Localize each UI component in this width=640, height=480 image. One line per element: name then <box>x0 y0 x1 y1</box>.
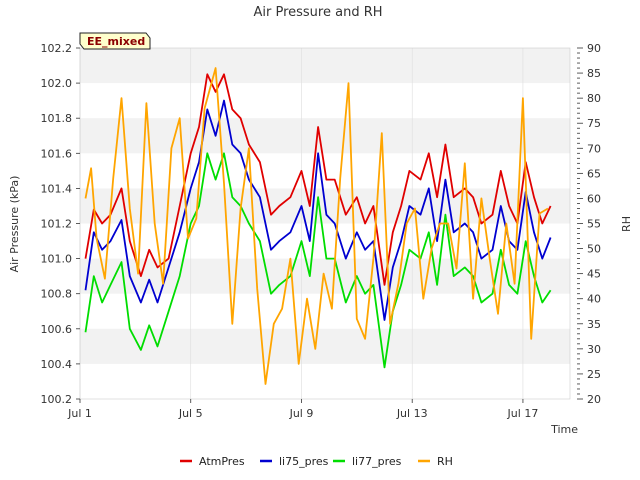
y-tick-label: 100.8 <box>41 288 73 301</box>
y-tick-label: 100.2 <box>41 393 73 406</box>
y2-tick-label: 55 <box>587 218 601 231</box>
y2-tick-label: 35 <box>587 318 601 331</box>
grid-band <box>80 118 570 154</box>
y2-tick-label: 90 <box>587 42 601 55</box>
legend-label: li75_pres <box>279 455 329 468</box>
x-tick-label: Jul 13 <box>396 407 428 420</box>
x-tick-label: Jul 9 <box>289 407 314 420</box>
y-tick-label: 100.6 <box>41 323 73 336</box>
legend-label: AtmPres <box>199 455 245 468</box>
y2-tick-label: 20 <box>587 393 601 406</box>
x-axis: Jul 1 Jul 5 Jul 9 Jul 13 Jul 17 <box>67 399 538 420</box>
y-tick-label: 101.2 <box>41 218 73 231</box>
chart-title: Air Pressure and RH <box>253 5 382 20</box>
y-axis-label: Air Pressure (kPa) <box>8 176 21 273</box>
y-tick-label: 102.2 <box>41 42 73 55</box>
y-tick-label: 100.4 <box>41 358 73 371</box>
y2-tick-label: 80 <box>587 92 601 105</box>
badge-box <box>79 32 151 50</box>
y2-tick-label: 50 <box>587 243 601 256</box>
y-tick-label: 102.0 <box>41 77 73 90</box>
series-line-rh <box>84 67 549 385</box>
y-tick-label: 101.6 <box>41 147 73 160</box>
series-layer <box>84 67 552 385</box>
badge: EE_mixed <box>79 32 151 50</box>
y2-tick-label: 65 <box>587 167 601 180</box>
left-axis: 100.2 100.4 100.6 100.8 101.0 101.2 101.4 101.6… <box>41 42 80 406</box>
y2-axis-label: RH <box>620 216 633 232</box>
x-tick-label: Jul 17 <box>507 407 539 420</box>
y2-tick-label: 60 <box>587 192 601 205</box>
legend-label: li77_pres <box>352 455 402 468</box>
right-axis: 20 25 30 35 40 45 50 55 60 65 70 75 80 85 90 <box>577 42 601 406</box>
y-tick-label: 101.4 <box>41 182 73 195</box>
series-line-atmpres <box>84 73 552 286</box>
y2-tick-label: 85 <box>587 67 601 80</box>
y2-tick-label: 40 <box>587 293 601 306</box>
y2-tick-label: 30 <box>587 343 601 356</box>
y2-tick-label: 70 <box>587 142 601 155</box>
y-tick-label: 101.0 <box>41 253 73 266</box>
legend-label: RH <box>437 455 453 468</box>
y-tick-label: 101.8 <box>41 112 73 125</box>
badge-text: EE_mixed <box>87 35 145 48</box>
grid-band <box>80 48 570 84</box>
x-tick-label: Jul 1 <box>67 407 92 420</box>
y2-tick-label: 25 <box>587 368 601 381</box>
x-tick-label: Jul 5 <box>178 407 203 420</box>
x-axis-label: Time <box>550 423 578 436</box>
y2-tick-label: 45 <box>587 268 601 281</box>
y2-tick-label: 75 <box>587 117 601 130</box>
legend: AtmPres li75_pres li77_pres RH <box>180 455 453 468</box>
series-line-li77-pres <box>84 152 552 369</box>
